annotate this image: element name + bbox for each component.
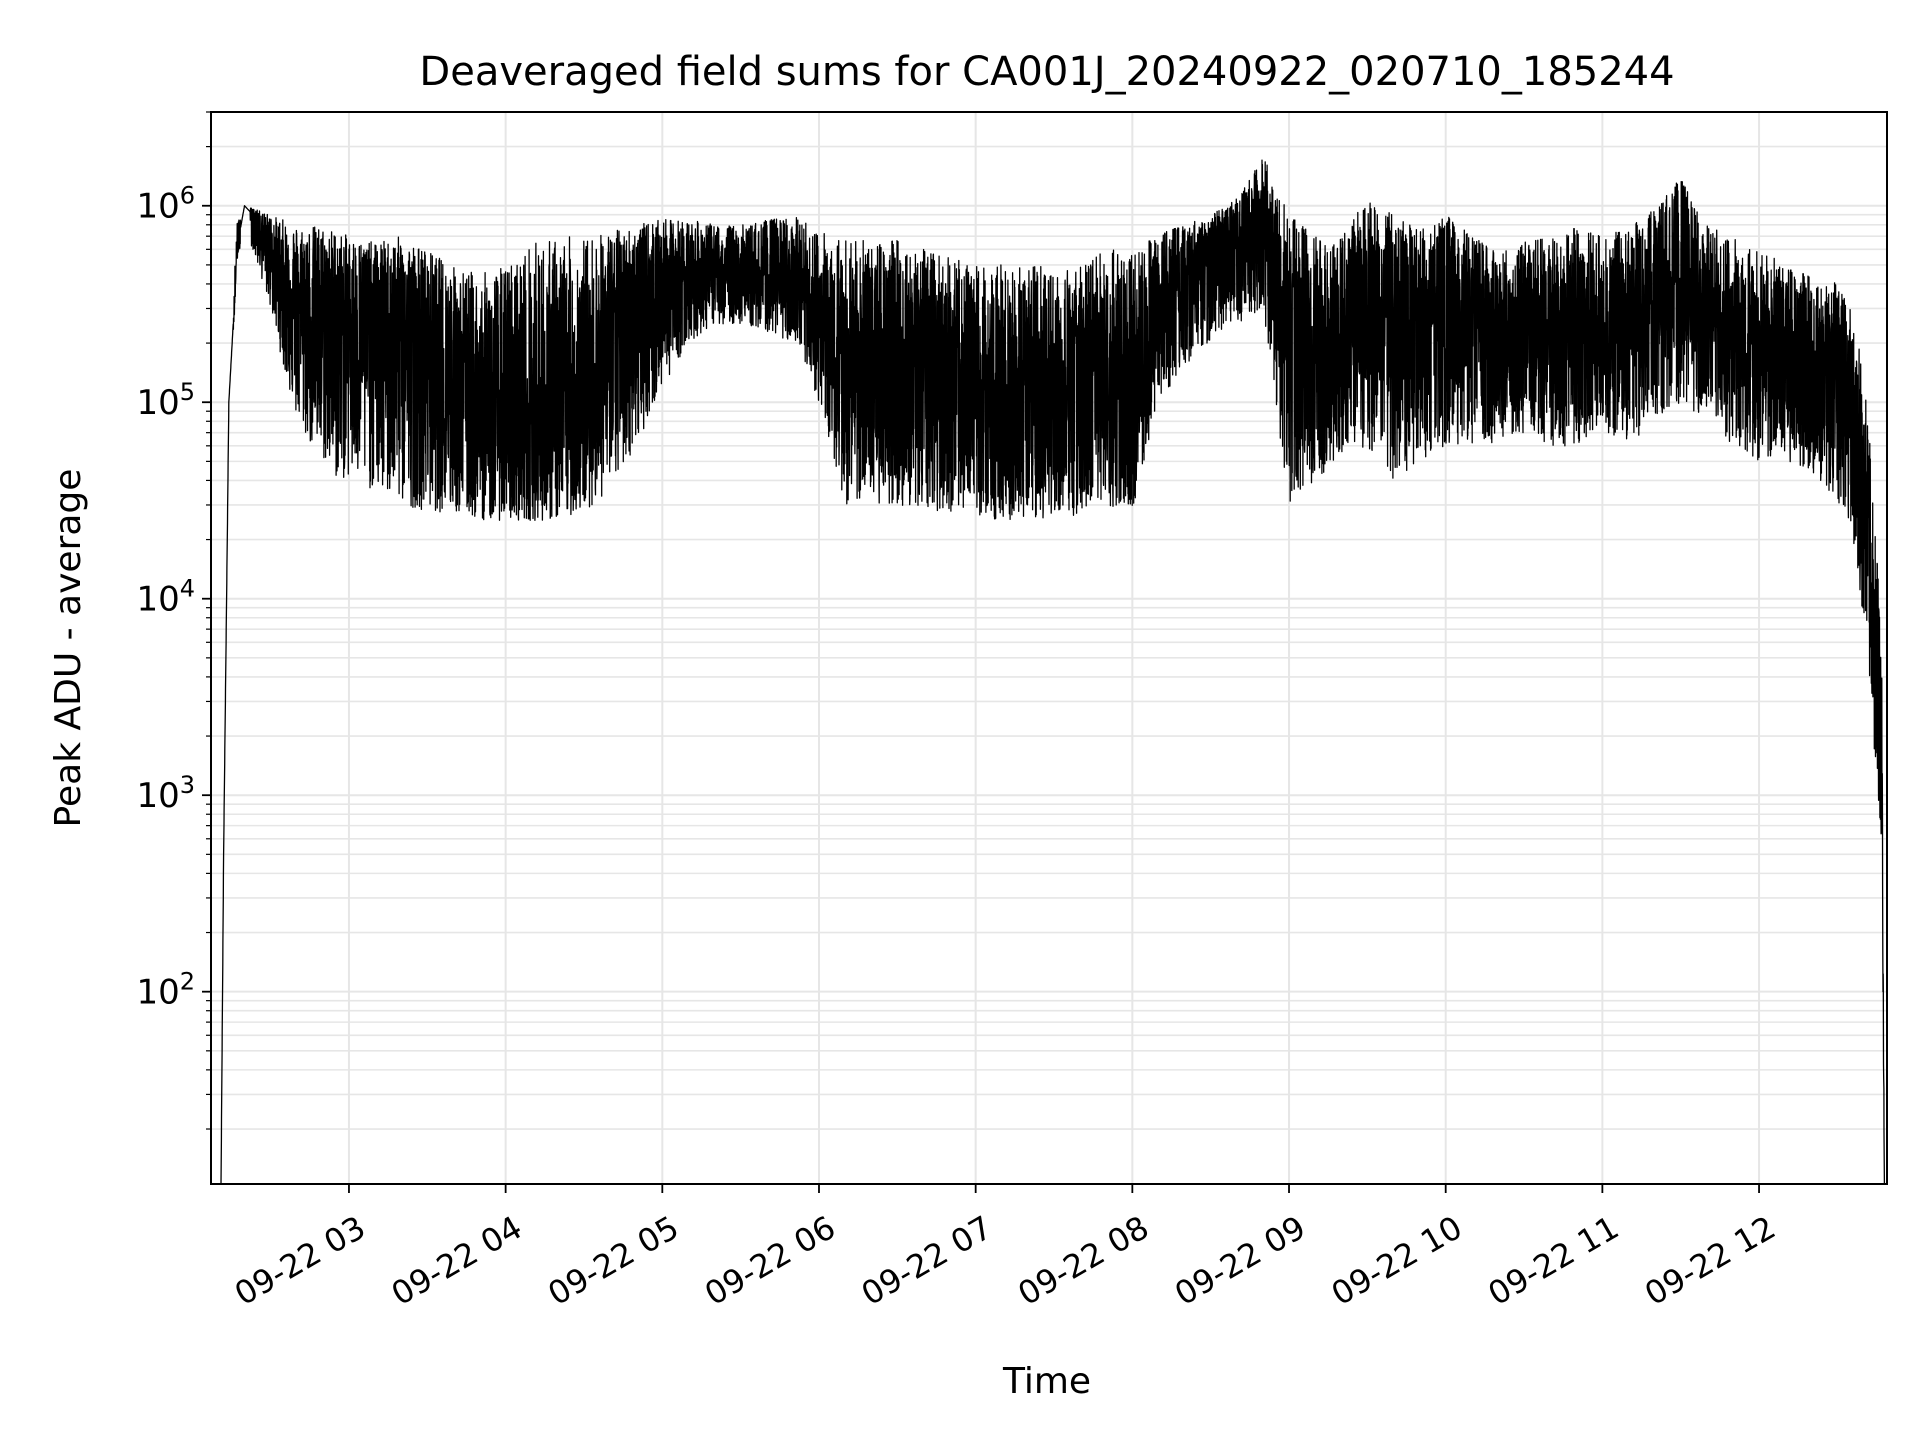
y-tick-label: 106 [136, 182, 195, 227]
y-tick-label: 103 [136, 771, 195, 816]
y-tick-label-exponent: 6 [180, 182, 195, 210]
y-tick-label-exponent: 5 [180, 378, 195, 406]
y-tick-label-base: 10 [136, 973, 179, 1013]
x-axis-label: Time [1002, 1361, 1091, 1402]
y-axis-label: Peak ADU - average [48, 469, 89, 828]
y-tick-label-base: 10 [136, 187, 179, 227]
y-tick-label: 104 [136, 575, 195, 620]
y-tick-label-base: 10 [136, 580, 179, 620]
axes-frame [210, 111, 1888, 1185]
y-tick-label-base: 10 [136, 383, 179, 423]
y-tick-label: 105 [136, 378, 195, 423]
series-line [220, 159, 1886, 1185]
y-tick-label: 102 [136, 968, 195, 1013]
y-tick-label-exponent: 4 [180, 575, 195, 603]
y-tick-label-exponent: 3 [180, 771, 195, 799]
y-tick-label-exponent: 2 [180, 968, 195, 996]
chart-title: Deaveraged field sums for CA001J_2024092… [419, 49, 1674, 95]
y-tick-label-base: 10 [136, 776, 179, 816]
plot-area [220, 159, 1886, 1185]
